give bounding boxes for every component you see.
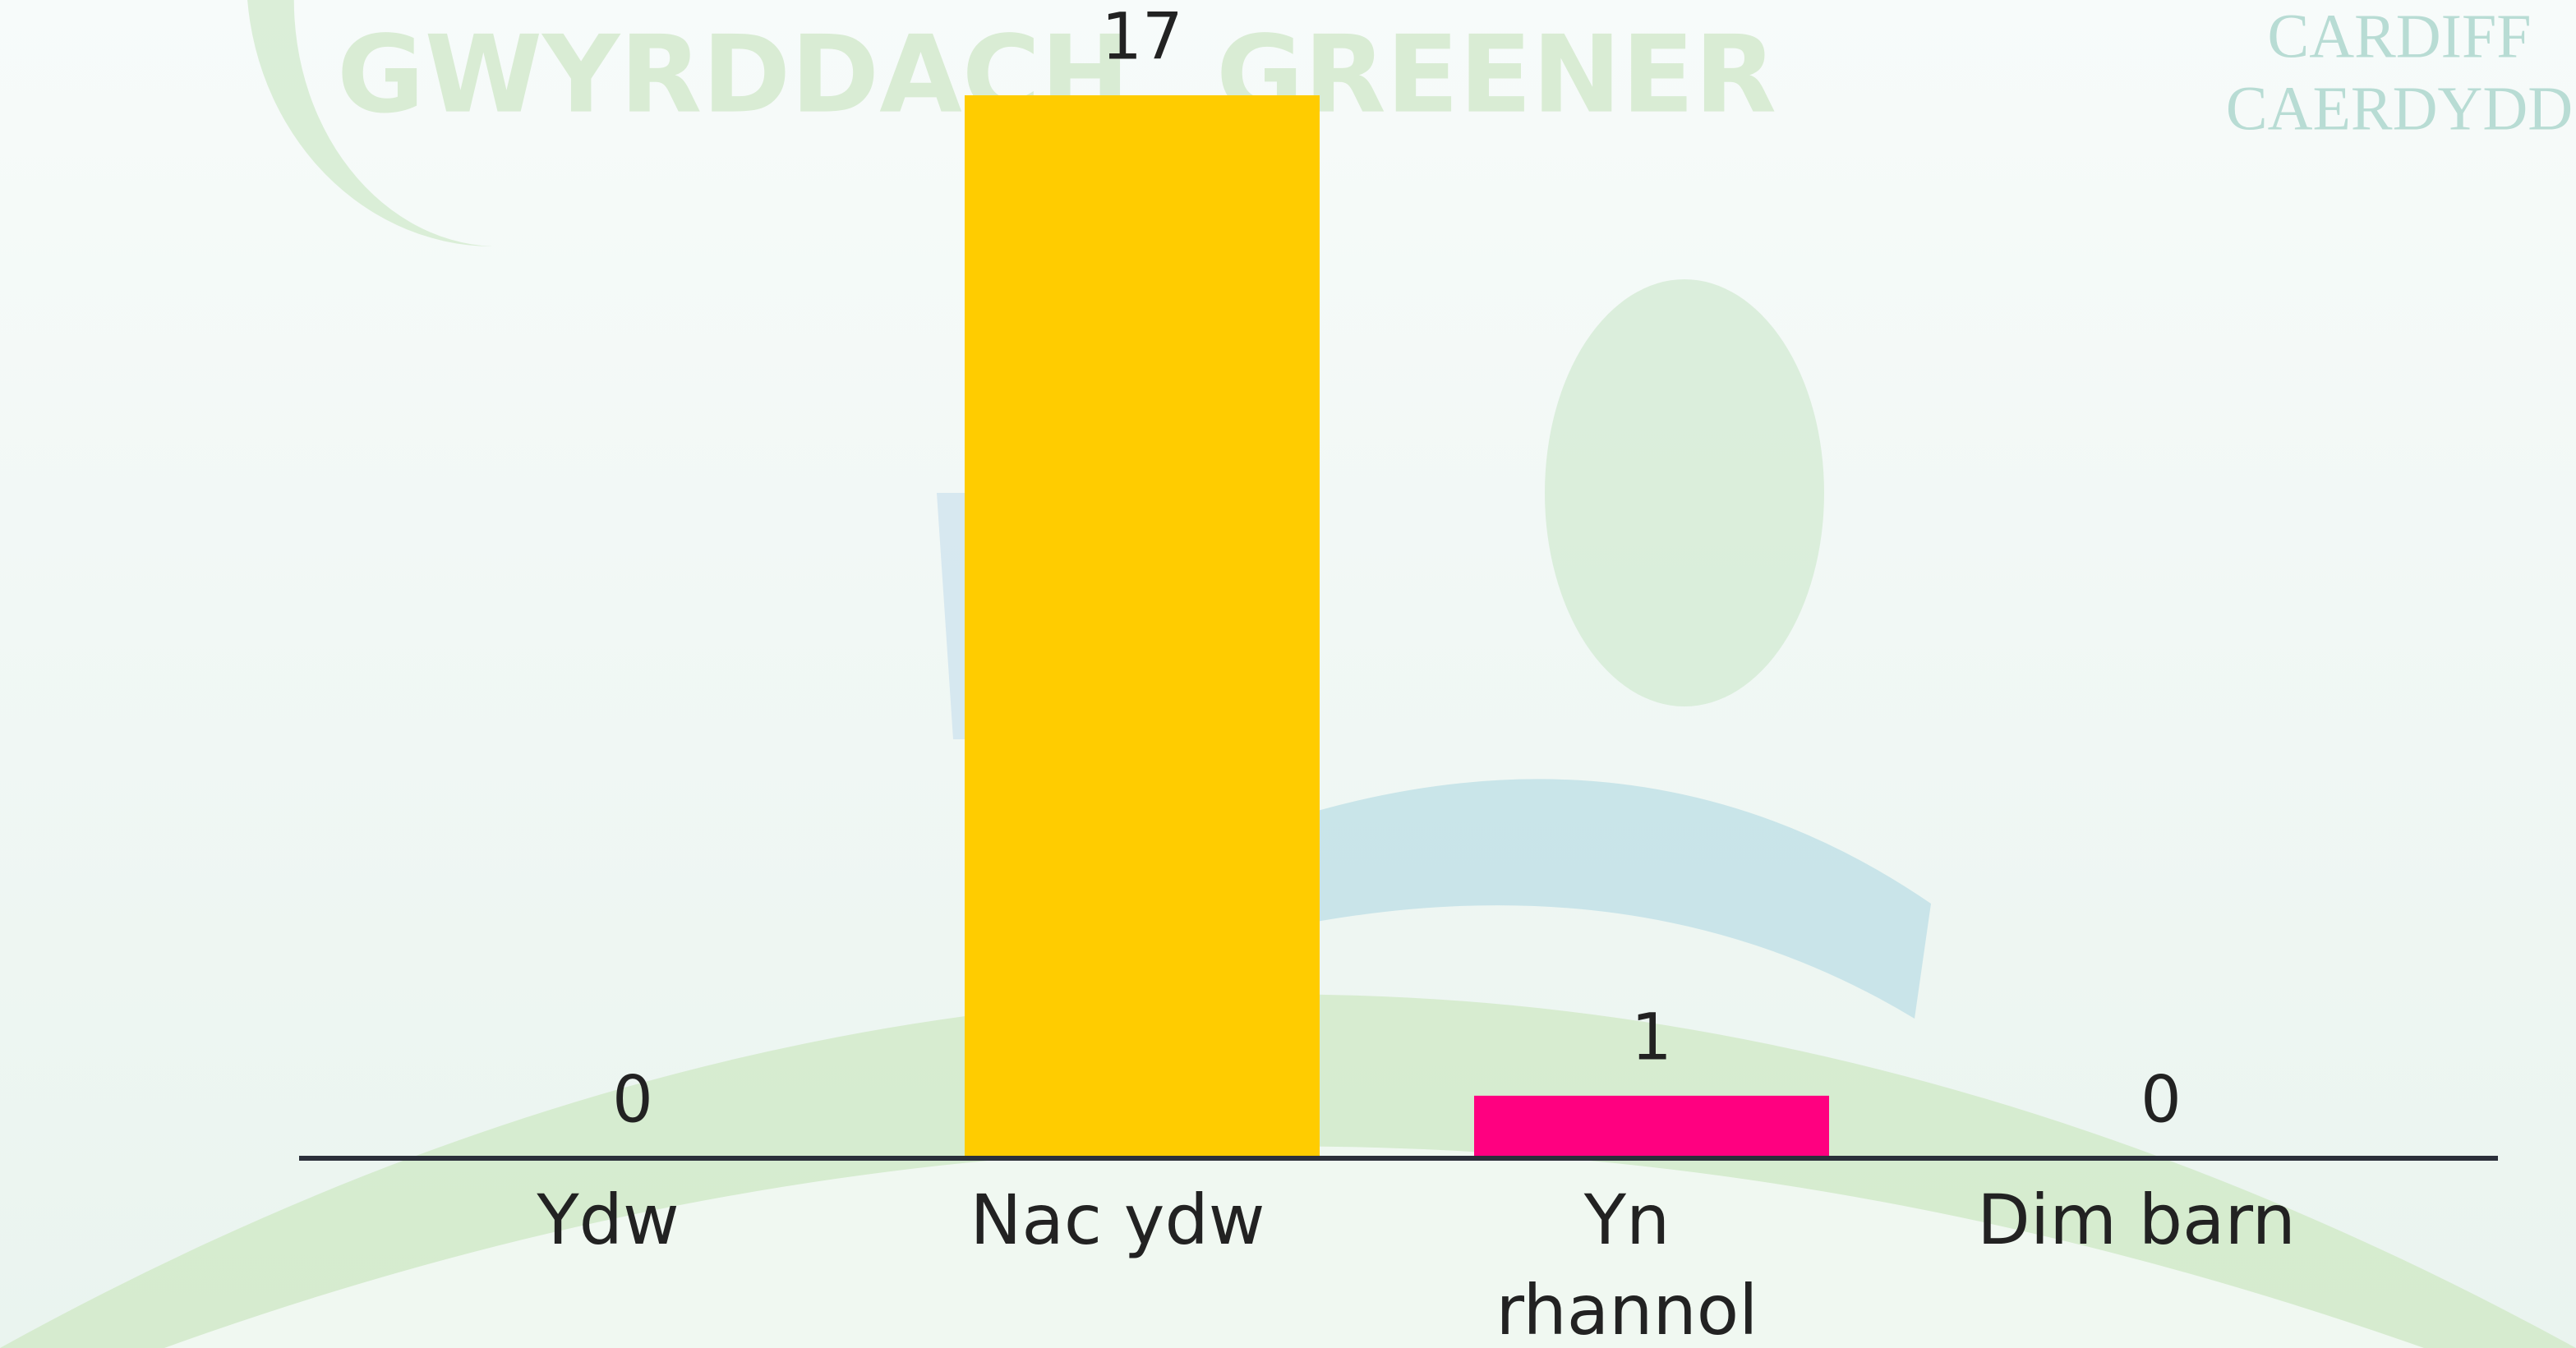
x-tick-label: Yn rhannol (1463, 1175, 1791, 1348)
value-label: 1 (1631, 1001, 1672, 1074)
bar (965, 95, 1320, 1158)
logo-text: CARDIFF (2268, 2, 2532, 71)
chart: GWYRDDACH GREENER CARDIFF CAERDYDD 01710 (0, 0, 2576, 1348)
value-label: 0 (2141, 1063, 2182, 1137)
x-tick-label: Dim barn (1972, 1175, 2301, 1265)
x-tick-label: Ydw (444, 1175, 772, 1265)
logo-text: CAERDYDD (2226, 74, 2573, 143)
x-tick-label: Nac ydw (953, 1175, 1282, 1265)
decor-tree (1545, 279, 1824, 706)
bar (1474, 1096, 1829, 1158)
value-label: 17 (1101, 0, 1182, 74)
page: GWYRDDACH GREENER CARDIFF CAERDYDD 01710… (0, 0, 2576, 1348)
value-label: 0 (612, 1063, 653, 1137)
